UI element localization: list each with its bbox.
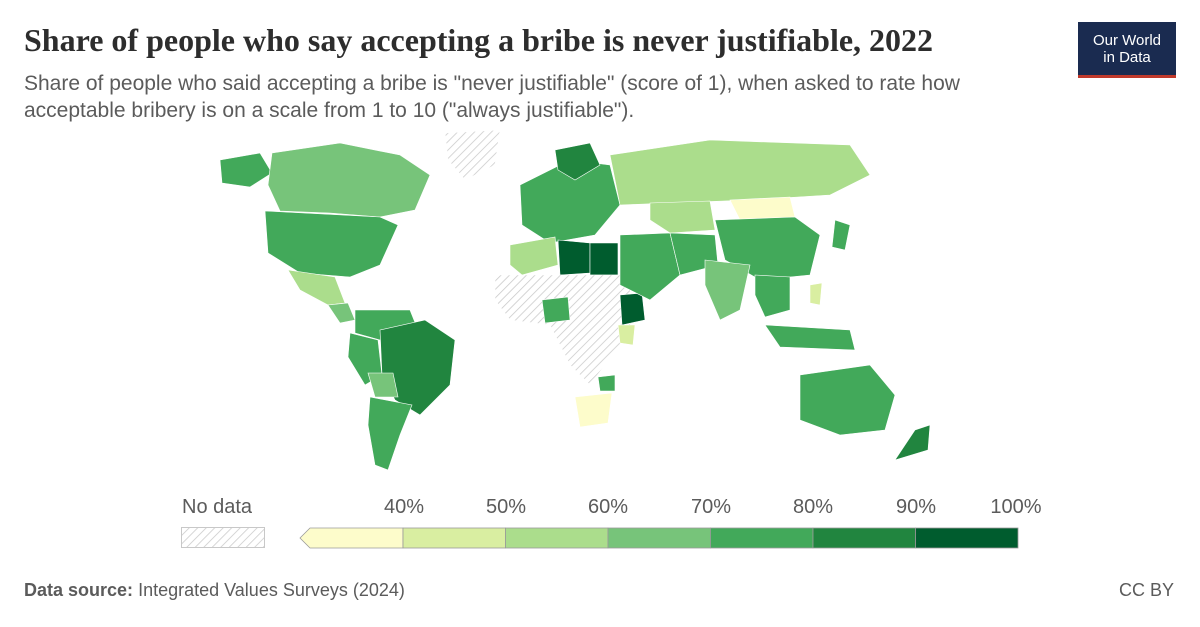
legend-bin-6	[915, 527, 1019, 549]
region-south-africa	[574, 392, 613, 428]
legend-tick-50: 50%	[485, 496, 527, 518]
legend-tick-40: 40%	[383, 496, 425, 518]
license-link[interactable]: CC BY	[1118, 580, 1174, 600]
region-middle-east	[619, 232, 681, 301]
region-philippines	[809, 282, 823, 306]
chart-title: Share of people who say accepting a brib…	[24, 22, 934, 58]
no-data-swatch	[181, 527, 265, 548]
legend-tick-90: 90%	[895, 496, 937, 518]
region-scandinavia	[554, 142, 601, 181]
owid-logo[interactable]: Our World in Data	[1078, 22, 1176, 78]
region-india	[704, 259, 751, 321]
region-kenya	[617, 324, 636, 346]
region-australia	[799, 364, 896, 436]
region-libya	[557, 239, 591, 276]
logo-line-2: in Data	[1103, 49, 1151, 66]
region-kazakhstan	[649, 200, 716, 234]
legend-bin-3	[607, 527, 711, 549]
region-bolivia	[367, 372, 399, 398]
region-nigeria	[541, 296, 571, 324]
region-ethiopia	[619, 292, 646, 326]
logo-line-1: Our World	[1092, 32, 1162, 49]
region-greenland	[444, 129, 501, 181]
legend-tick-70: 70%	[690, 496, 732, 518]
color-scale-bar	[299, 527, 1019, 549]
data-source-label: Data source:	[24, 580, 134, 600]
region-russia	[609, 139, 871, 206]
region-central-africa	[494, 274, 641, 386]
legend-bin-0	[299, 527, 404, 549]
region-usa	[264, 210, 399, 278]
region-canada	[267, 142, 431, 218]
no-data-label: No data	[182, 496, 253, 518]
world-map[interactable]	[150, 125, 1050, 475]
region-maghreb	[509, 236, 559, 276]
legend-bin-4	[710, 527, 814, 549]
region-alaska	[219, 152, 273, 188]
region-japan	[831, 219, 851, 251]
region-mongolia	[729, 196, 796, 221]
region-central-america	[327, 302, 356, 324]
region-zimbabwe	[597, 374, 616, 392]
region-new-zealand	[894, 424, 931, 461]
data-source-text[interactable]: Integrated Values Surveys (2024)	[138, 580, 405, 600]
region-indonesia	[764, 324, 856, 351]
chart-subtitle: Share of people who said accepting a bri…	[24, 72, 960, 122]
legend-bin-5	[812, 527, 916, 549]
region-southeast-asia	[754, 274, 791, 318]
legend-tick-60: 60%	[587, 496, 629, 518]
region-egypt	[589, 242, 619, 276]
legend-bin-1	[402, 527, 506, 549]
legend-tick-100: 100%	[990, 496, 1042, 518]
legend-tick-80: 80%	[792, 496, 834, 518]
region-southern-cone	[367, 396, 413, 471]
data-source: Data source: Integrated Values Surveys (…	[24, 580, 405, 601]
legend-bin-2	[505, 527, 609, 549]
